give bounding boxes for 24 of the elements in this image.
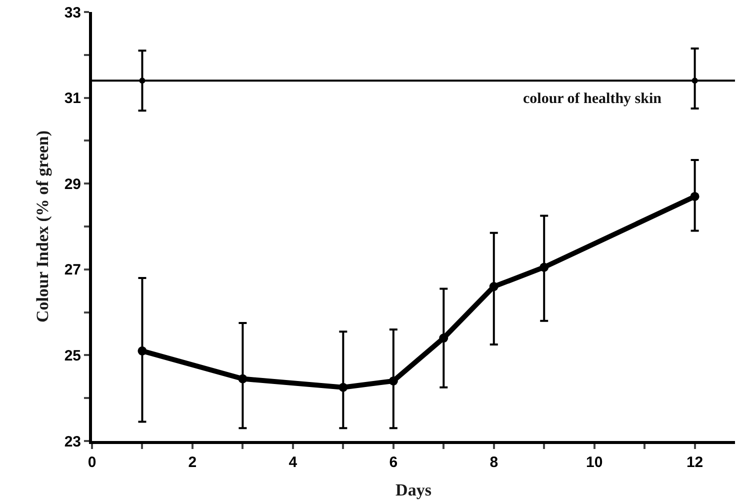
point bbox=[138, 346, 147, 356]
y-tick-label: 29 bbox=[64, 176, 81, 193]
x-axis-title: Days bbox=[396, 480, 432, 500]
ref-line-label: colour of healthy skin bbox=[523, 91, 662, 107]
point bbox=[338, 382, 348, 392]
y-tick-label: 31 bbox=[64, 90, 81, 108]
x-tick-label: 8 bbox=[490, 454, 498, 471]
point bbox=[439, 334, 448, 343]
x-tick-label: 0 bbox=[88, 454, 96, 471]
y-tick-label: 23 bbox=[64, 433, 81, 450]
x-tick-label: 6 bbox=[389, 454, 398, 471]
x-tick-label: 2 bbox=[188, 454, 197, 471]
x-tick-label: 12 bbox=[686, 454, 704, 471]
y-tick-label: 33 bbox=[64, 4, 81, 22]
x-tick-label: 10 bbox=[586, 454, 603, 471]
x-tick-label: 4 bbox=[288, 454, 298, 471]
point bbox=[489, 282, 498, 292]
point bbox=[540, 262, 549, 272]
point bbox=[238, 374, 248, 384]
y-tick-label: 27 bbox=[64, 262, 81, 279]
y-tick-label: 25 bbox=[64, 347, 81, 364]
y-axis-title: Colour Index (% of green) bbox=[32, 130, 52, 323]
point bbox=[388, 376, 398, 386]
point bbox=[690, 192, 700, 201]
